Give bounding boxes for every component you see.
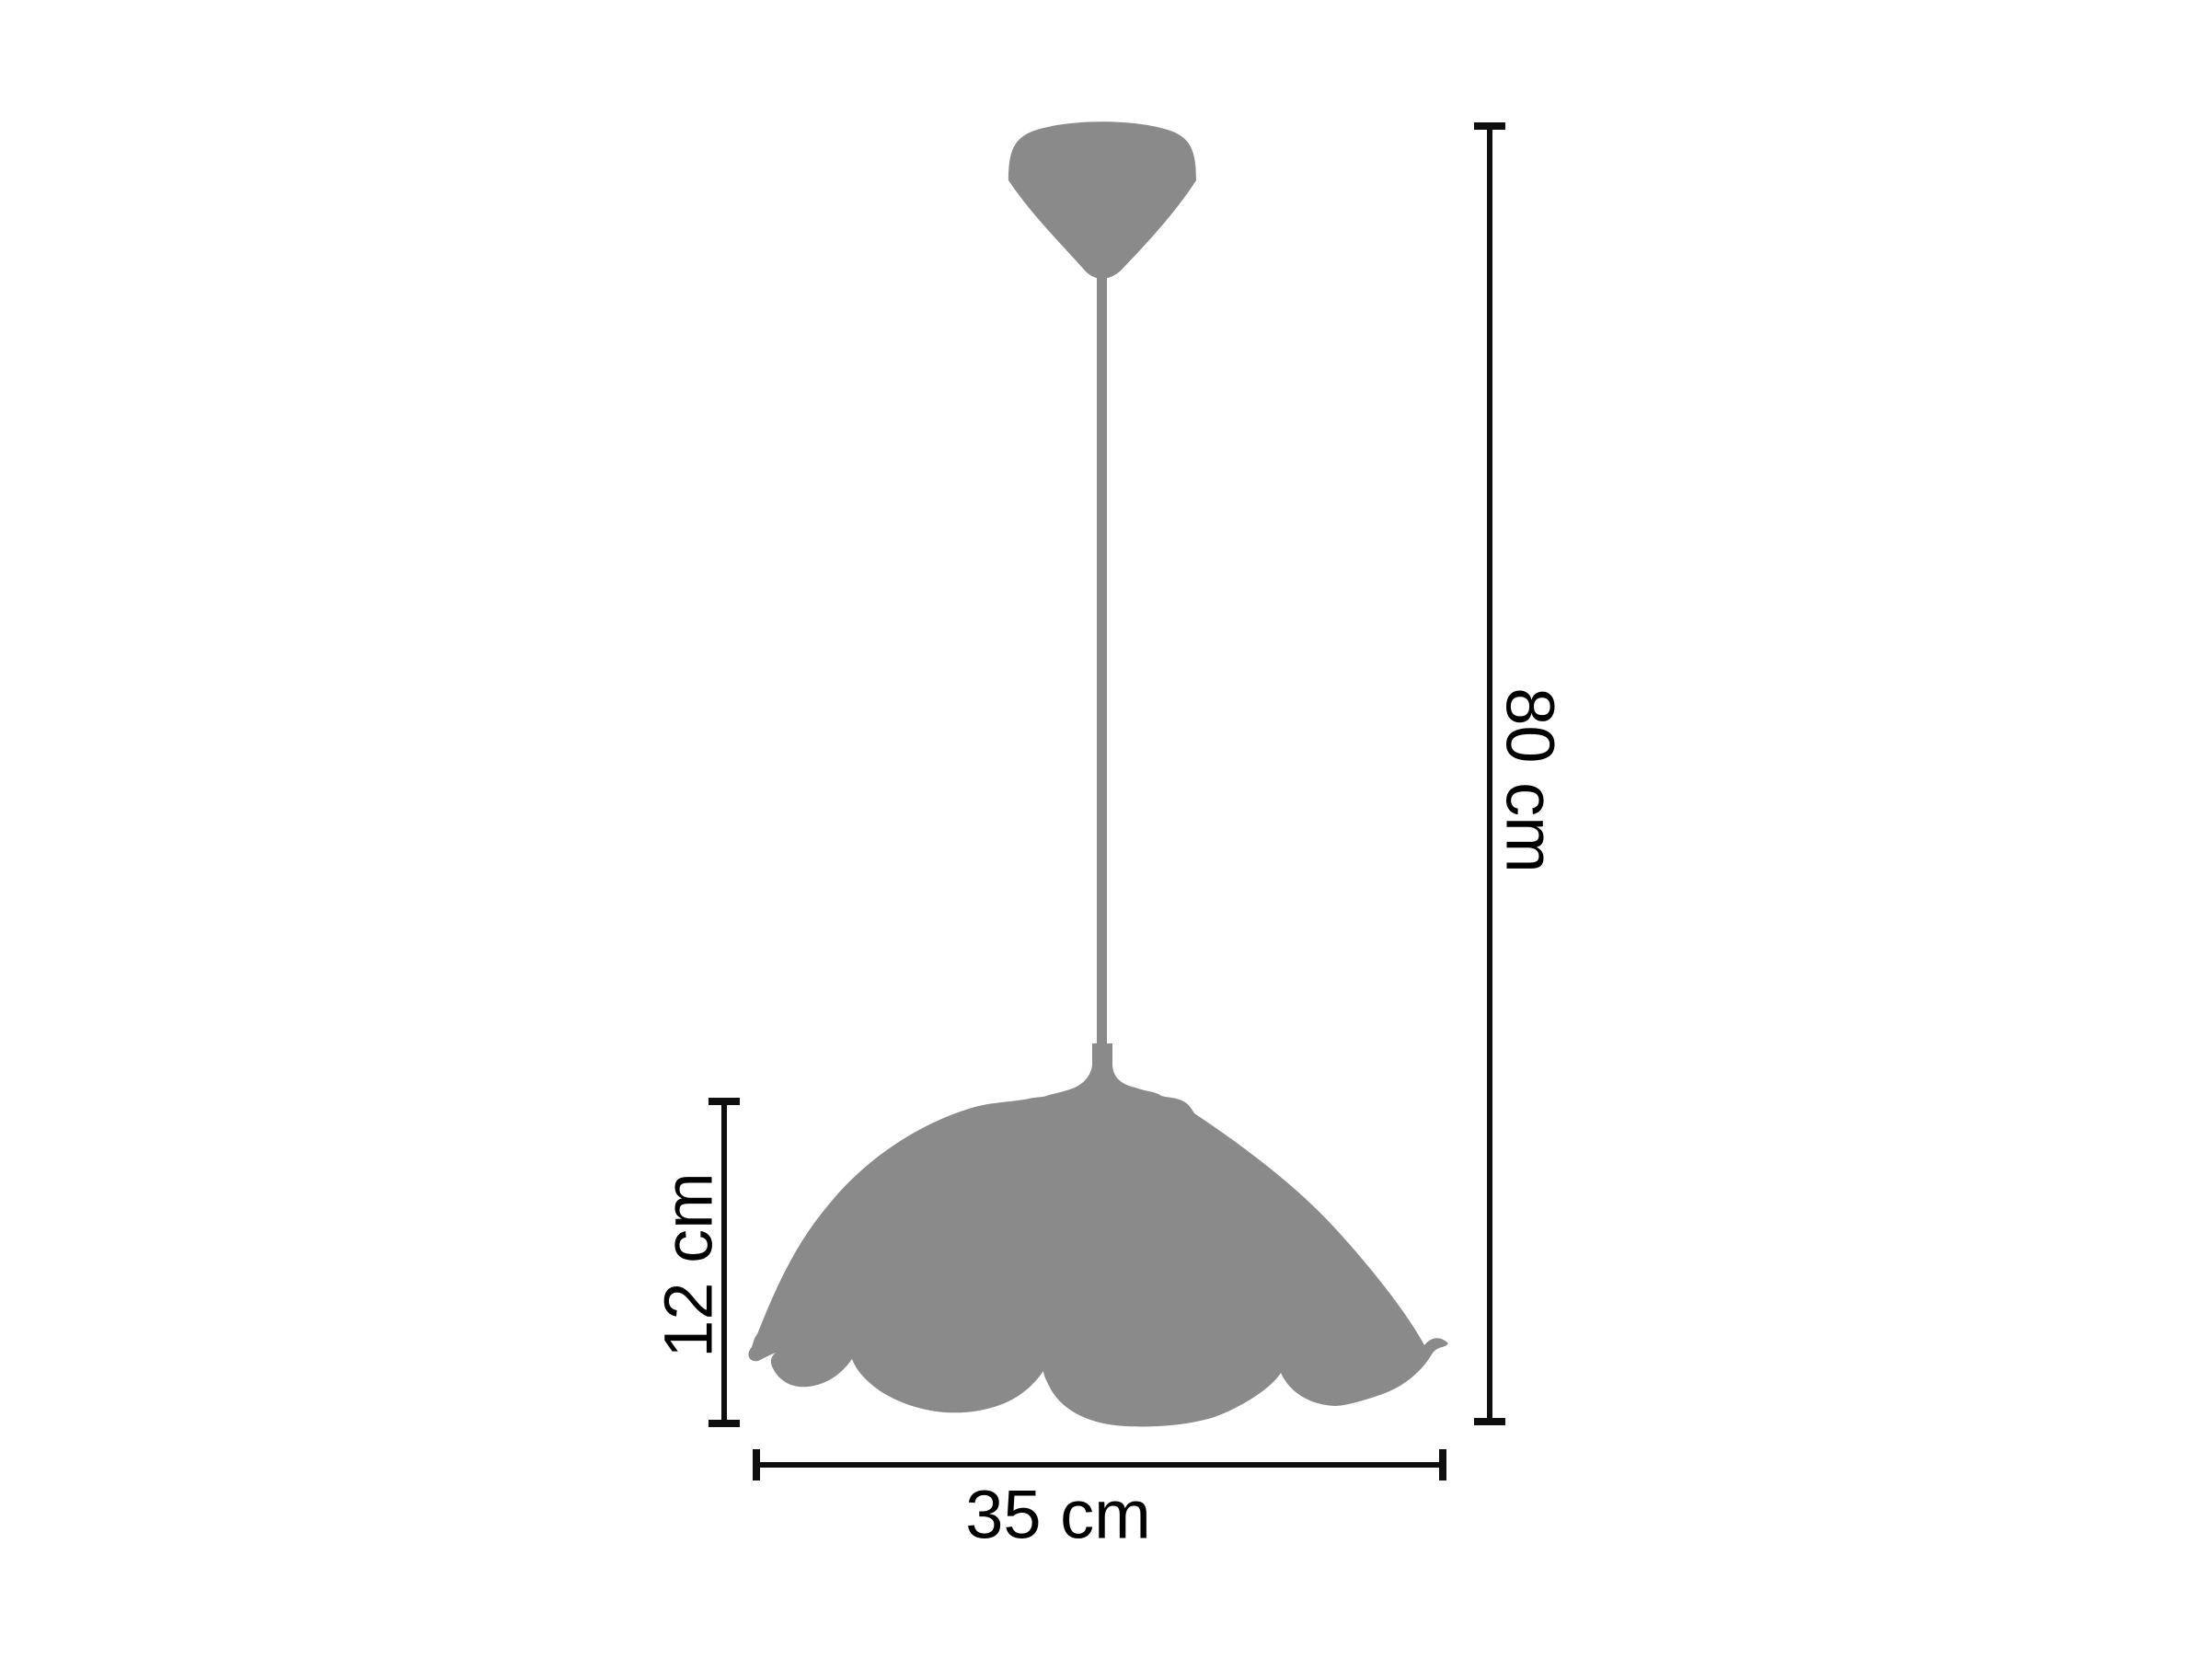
shade-height-label: 12 cm: [651, 1172, 727, 1358]
cord-shape: [1097, 274, 1107, 1049]
pendant-lamp-silhouette: [748, 121, 1448, 1427]
dimension-shade-height: 12 cm: [651, 1098, 740, 1427]
ceiling-canopy-shape: [1008, 121, 1196, 279]
dimension-overall-height: 80 cm: [1474, 122, 1569, 1425]
overall-height-label: 80 cm: [1492, 687, 1569, 873]
lamp-shade-shape: [748, 1043, 1448, 1427]
shade-width-label: 35 cm: [965, 1477, 1151, 1553]
dimension-shade-width: 35 cm: [753, 1449, 1446, 1553]
